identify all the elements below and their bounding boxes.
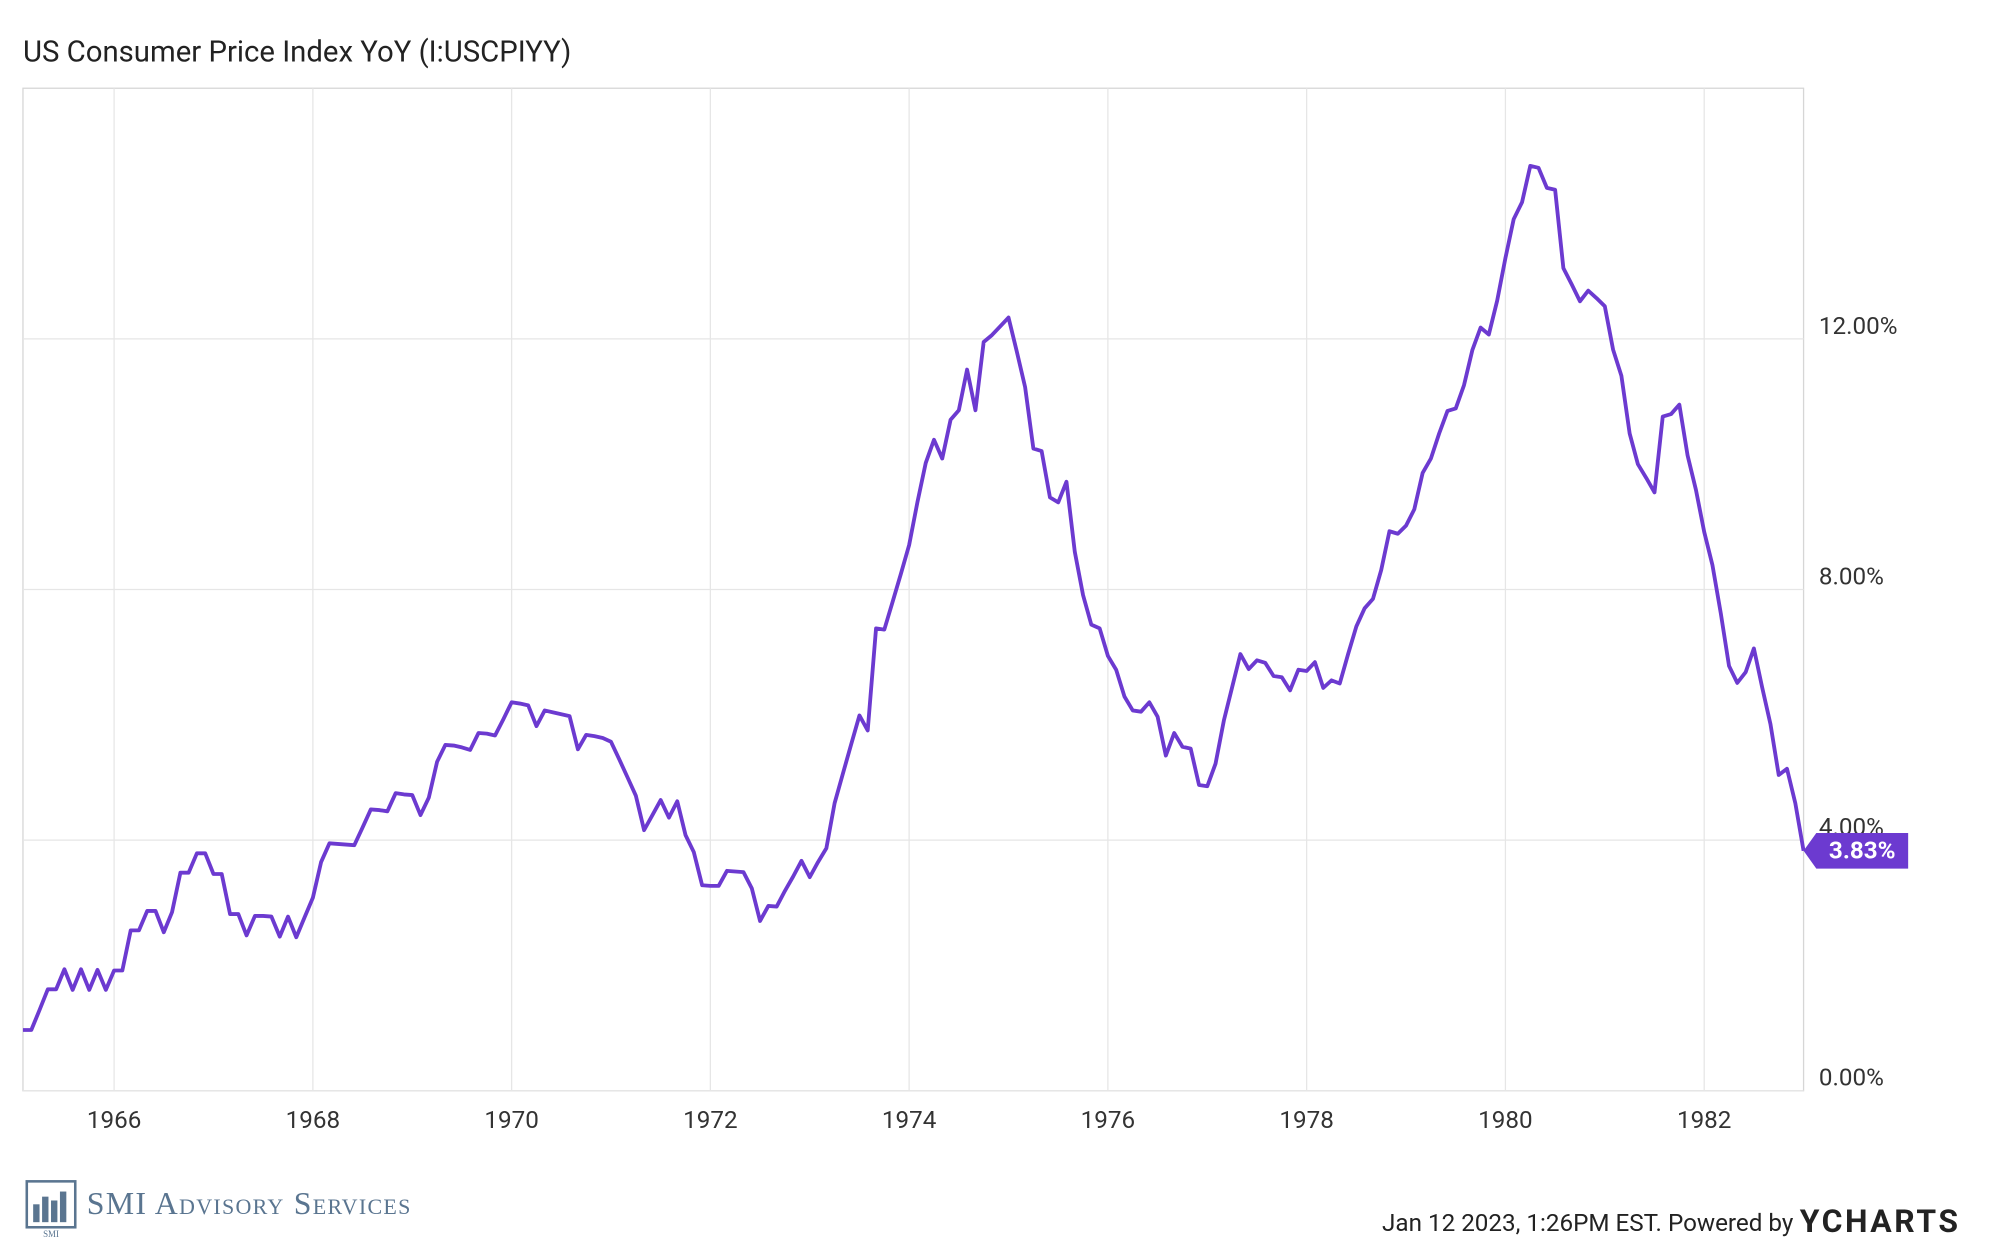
- x-tick-label: 1978: [1279, 1106, 1333, 1134]
- x-tick-label: 1976: [1081, 1106, 1135, 1134]
- x-tick-label: 1970: [484, 1106, 538, 1134]
- logo-bar: [51, 1200, 58, 1223]
- y-tick-label: 12.00%: [1819, 312, 1898, 340]
- logo-frame: [25, 1180, 77, 1229]
- logo-bar: [42, 1196, 49, 1223]
- last-value-label: 3.83%: [1829, 836, 1896, 864]
- y-tick-label: 0.00%: [1819, 1064, 1884, 1092]
- logo-bar: [33, 1204, 40, 1223]
- y-tick-label: 8.00%: [1819, 562, 1884, 590]
- line: [22, 164, 1806, 1032]
- x-tick-label: 1974: [882, 1106, 937, 1134]
- logo-bar: [59, 1191, 67, 1223]
- logo-mark: SMI: [43, 1229, 59, 1239]
- logo: SMI SMI Advisory Services: [25, 1180, 412, 1239]
- plot-area: 1966 1968 1970 1972 1974 1976 1978 1980 1982 0.00…: [22, 87, 1909, 1134]
- timestamp: Jan 12 2023, 1:26PM EST. Powered by: [1382, 1209, 1794, 1237]
- x-tick-label: 1968: [286, 1106, 340, 1134]
- last-value-badge: [1803, 832, 1909, 869]
- logo-text: SMI Advisory Services: [87, 1186, 412, 1221]
- x-tick-label: 1980: [1478, 1106, 1532, 1134]
- x-tick-label: 1982: [1677, 1106, 1731, 1134]
- x-tick-label: 1972: [683, 1106, 737, 1134]
- brand[interactable]: YCHARTS: [1800, 1202, 1961, 1240]
- chart-title: US Consumer Price Index YoY (I:USCPIYY): [23, 36, 571, 70]
- x-tick-label: 1966: [87, 1106, 141, 1134]
